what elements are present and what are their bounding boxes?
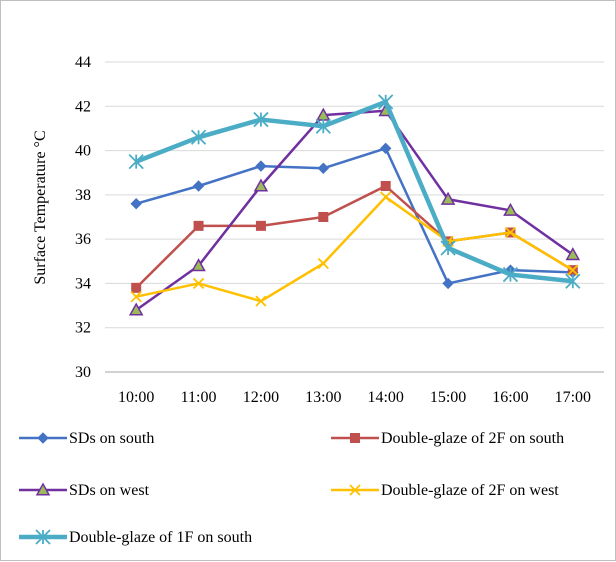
x-tick-label: 15:00 bbox=[430, 389, 466, 406]
data-point bbox=[128, 302, 144, 316]
series-line bbox=[135, 195, 574, 303]
y-tick-label: 38 bbox=[75, 187, 91, 204]
data-point bbox=[253, 111, 269, 128]
y-tick-label: 30 bbox=[75, 364, 91, 381]
y-axis-title: Surface Temperature °C bbox=[32, 130, 49, 284]
data-point bbox=[504, 226, 517, 239]
series-line bbox=[135, 99, 574, 284]
series-lines bbox=[128, 94, 581, 316]
x-tick-label: 10:00 bbox=[118, 389, 154, 406]
data-point bbox=[567, 264, 579, 276]
data-point bbox=[128, 154, 144, 170]
gridlines bbox=[105, 61, 604, 373]
legend-item: Double-glaze of 1F on south bbox=[19, 529, 252, 546]
legend-label: Double-glaze of 1F on south bbox=[69, 529, 252, 546]
data-point bbox=[349, 484, 361, 496]
data-point bbox=[255, 160, 267, 172]
legend-item: Double-glaze of 2F on west bbox=[331, 482, 559, 499]
data-point bbox=[130, 291, 142, 303]
data-point bbox=[502, 266, 519, 283]
y-tick-label: 44 bbox=[75, 54, 91, 71]
legend-item: SDs on west bbox=[19, 482, 150, 499]
data-point bbox=[315, 118, 331, 134]
series-4 bbox=[130, 191, 579, 307]
y-tick-label: 40 bbox=[75, 143, 91, 160]
data-point bbox=[350, 433, 360, 443]
legend-item: Double-glaze of 2F on south bbox=[331, 430, 564, 447]
legend-label: Double-glaze of 2F on south bbox=[381, 430, 564, 447]
y-tick-label: 42 bbox=[75, 98, 91, 115]
data-point bbox=[253, 178, 269, 192]
x-tick-label: 14:00 bbox=[367, 389, 403, 406]
y-tick-label: 36 bbox=[75, 231, 91, 248]
x-tick-labels: 10:00 11:00 12:00 13:00 14:00 15:00 16:00 17:00 bbox=[118, 389, 591, 406]
x-tick-label: 16:00 bbox=[492, 389, 528, 406]
data-point bbox=[503, 202, 518, 216]
legend-item: SDs on south bbox=[19, 430, 154, 447]
data-point bbox=[442, 277, 454, 290]
series-5 bbox=[128, 94, 581, 289]
data-point bbox=[35, 529, 51, 545]
data-point bbox=[37, 432, 49, 444]
data-point bbox=[378, 94, 394, 110]
data-point bbox=[317, 162, 330, 174]
data-point bbox=[35, 482, 51, 496]
data-point bbox=[440, 191, 456, 205]
x-tick-label: 12:00 bbox=[243, 389, 279, 406]
data-point bbox=[380, 181, 391, 191]
data-point bbox=[440, 240, 456, 256]
data-point bbox=[130, 198, 142, 210]
legend: SDs on south Double-glaze of 2F on south S… bbox=[19, 430, 564, 546]
data-point bbox=[318, 212, 329, 222]
data-point bbox=[193, 220, 204, 231]
data-point bbox=[317, 257, 329, 270]
legend-label: Double-glaze of 2F on west bbox=[381, 482, 559, 499]
data-point bbox=[191, 258, 206, 272]
legend-label: SDs on west bbox=[69, 482, 150, 499]
data-point bbox=[380, 191, 392, 203]
data-point bbox=[192, 180, 205, 192]
data-point bbox=[192, 277, 205, 290]
data-point bbox=[565, 247, 581, 261]
x-tick-label: 17:00 bbox=[555, 389, 591, 406]
x-tick-label: 11:00 bbox=[181, 389, 217, 406]
y-tick-labels: 30 32 34 36 38 40 42 44 bbox=[75, 54, 91, 381]
data-point bbox=[379, 142, 392, 155]
data-point bbox=[255, 220, 266, 231]
data-point bbox=[565, 273, 581, 289]
legend-label: SDs on south bbox=[69, 430, 154, 447]
data-point bbox=[255, 295, 267, 307]
y-tick-label: 32 bbox=[75, 320, 91, 337]
x-tick-label: 13:00 bbox=[305, 389, 341, 406]
data-point bbox=[190, 129, 207, 145]
data-point bbox=[131, 282, 142, 293]
y-tick-label: 34 bbox=[75, 275, 91, 292]
